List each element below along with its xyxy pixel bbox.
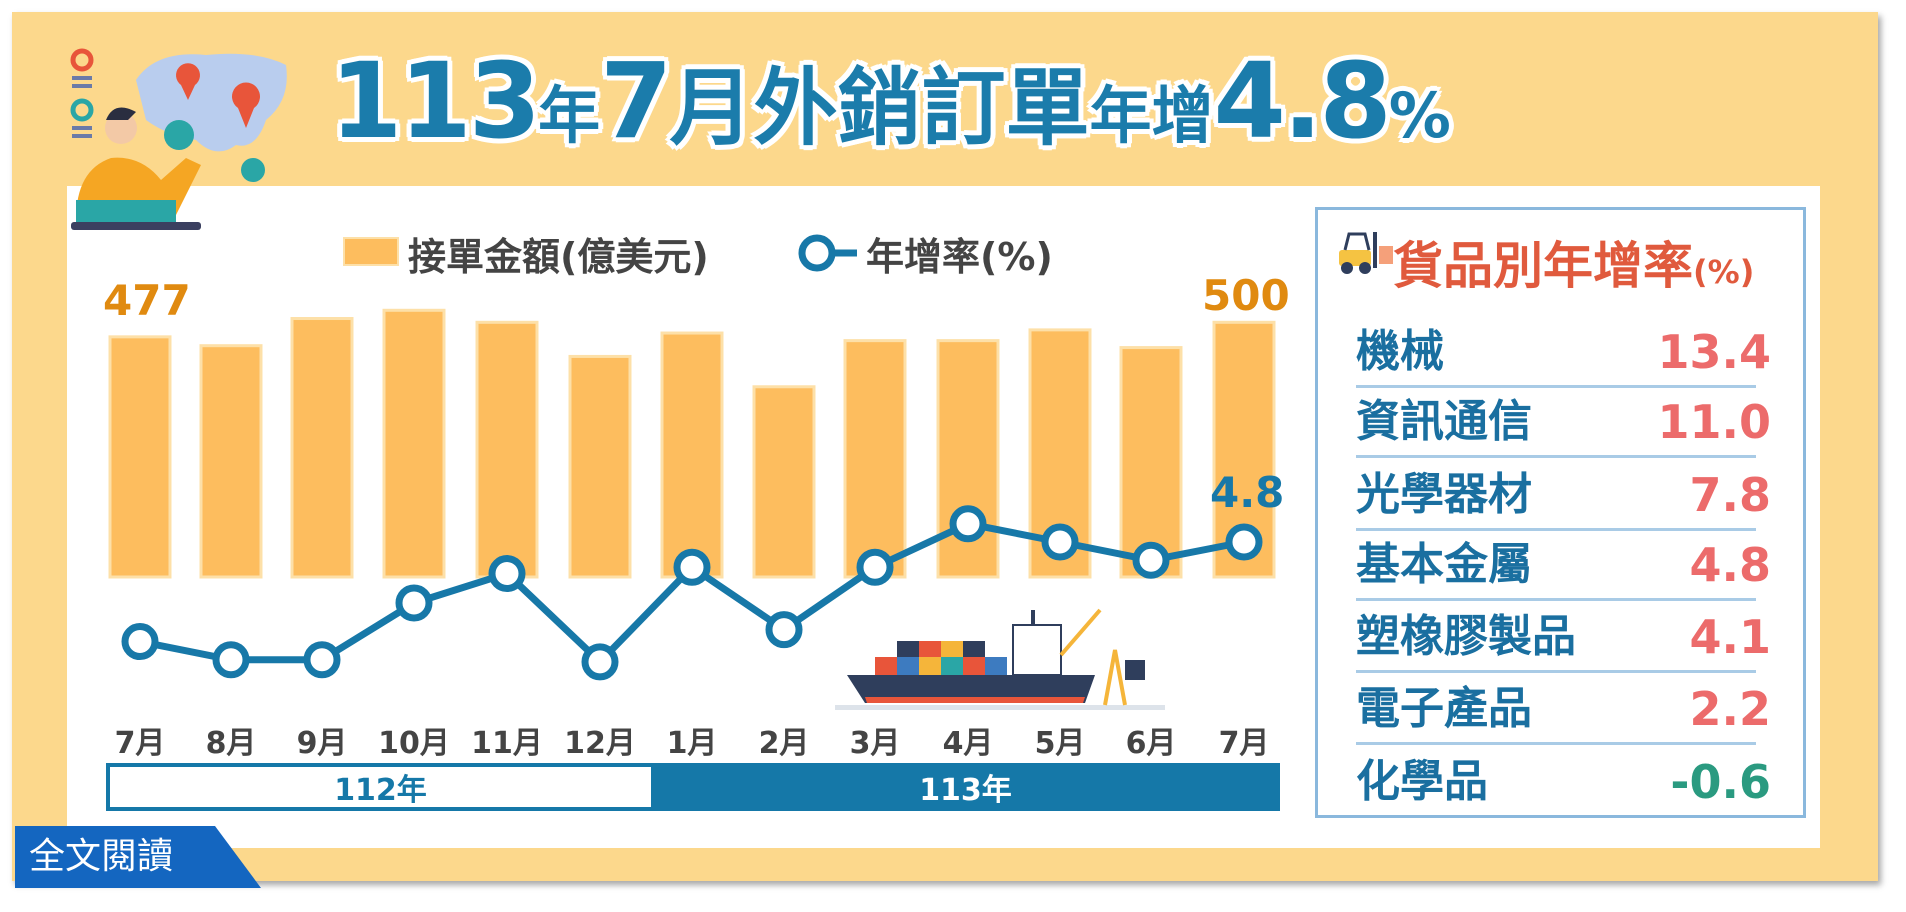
forklift-icon xyxy=(1339,232,1393,274)
month-label: 3月 xyxy=(849,726,901,761)
product-row-label: 機械 xyxy=(1356,326,1444,377)
legend-line-marker-icon xyxy=(798,234,857,272)
line-label-last: 4.8 xyxy=(1210,468,1285,517)
row-divider xyxy=(1356,598,1756,601)
month-label: 2月 xyxy=(758,726,810,761)
map-pin-icon xyxy=(232,82,260,128)
bar-11 xyxy=(1119,346,1183,579)
month-label: 7月 xyxy=(1218,726,1270,761)
product-row-label: 基本金屬 xyxy=(1356,539,1532,590)
bar-2 xyxy=(290,317,354,579)
bar-1 xyxy=(199,344,263,579)
title-growth-value: 4.8 xyxy=(1213,40,1392,162)
legend-bar-swatch xyxy=(343,237,399,266)
product-row-label: 光學器材 xyxy=(1356,469,1532,520)
growth-point-3 xyxy=(395,584,433,622)
growth-point-6 xyxy=(673,548,711,586)
title-growth-prefix: 年增 xyxy=(1089,79,1214,152)
growth-point-1 xyxy=(212,641,250,679)
month-label: 5月 xyxy=(1034,726,1086,761)
title-subject: 外銷訂單 xyxy=(753,59,1090,157)
map-pin-icon xyxy=(176,63,201,100)
bar-7 xyxy=(752,385,816,579)
growth-point-10 xyxy=(1041,523,1079,561)
bar-0 xyxy=(108,335,172,579)
legend-bar-label: 接單金額(億美元) xyxy=(408,235,709,279)
month-label: 6月 xyxy=(1125,726,1177,761)
title-year: 113 xyxy=(330,40,541,162)
row-divider xyxy=(1356,742,1756,745)
person-globe-illustration xyxy=(70,48,287,230)
row-divider xyxy=(1356,528,1756,531)
product-row-value: 13.4 xyxy=(1657,325,1772,379)
product-row-value: 2.2 xyxy=(1689,682,1772,736)
row-divider xyxy=(1356,670,1756,673)
title-month-unit: 月 xyxy=(669,59,754,157)
product-row-label: 電子產品 xyxy=(1356,683,1532,734)
product-row-label: 塑橡膠製品 xyxy=(1356,611,1576,662)
month-label: 4月 xyxy=(942,726,994,761)
product-panel-title-text: 貨品別年增率 xyxy=(1393,237,1693,295)
month-label: 1月 xyxy=(666,726,718,761)
product-row-value: 7.8 xyxy=(1689,468,1772,522)
product-growth-panel xyxy=(1315,207,1806,818)
product-row-value: 4.8 xyxy=(1689,538,1772,592)
page-title: 113年7月外銷訂單年增4.8% xyxy=(330,40,1451,170)
title-percent: % xyxy=(1388,79,1451,152)
year-group-113: 113年 xyxy=(651,763,1280,811)
growth-point-4 xyxy=(488,555,526,593)
bar-label-first: 477 xyxy=(103,276,191,325)
bar-5 xyxy=(568,354,632,579)
month-label: 12月 xyxy=(564,726,636,761)
legend-line-label: 年增率(%) xyxy=(866,235,1053,279)
title-year-unit: 年 xyxy=(538,79,601,152)
growth-point-2 xyxy=(303,641,341,679)
growth-point-7 xyxy=(765,611,803,649)
product-row-value: 4.1 xyxy=(1689,610,1772,664)
airplane-icon xyxy=(164,120,194,150)
month-label: 7月 xyxy=(114,726,166,761)
cargo-ship-illustration xyxy=(835,608,1165,710)
read-full-text-button[interactable]: 全文閱讀 xyxy=(15,826,261,888)
month-label: 11月 xyxy=(471,726,543,761)
bar-8 xyxy=(843,339,907,579)
bar-6 xyxy=(660,331,724,579)
growth-point-11 xyxy=(1132,541,1170,579)
growth-point-12 xyxy=(1225,523,1263,561)
growth-point-0 xyxy=(121,623,159,661)
month-label: 9月 xyxy=(296,726,348,761)
growth-point-5 xyxy=(581,643,619,681)
row-divider xyxy=(1356,385,1756,388)
product-row-value: -0.6 xyxy=(1670,755,1771,809)
month-label: 10月 xyxy=(378,726,450,761)
product-row-label: 資訊通信 xyxy=(1356,396,1532,447)
product-row-label: 化學品 xyxy=(1356,756,1488,807)
bar-label-last: 500 xyxy=(1202,271,1290,320)
product-panel-unit: (%) xyxy=(1693,253,1755,291)
growth-point-8 xyxy=(856,548,894,586)
bar-4 xyxy=(475,320,539,579)
growth-point-9 xyxy=(949,505,987,543)
truck-icon xyxy=(241,158,265,182)
product-row-value: 11.0 xyxy=(1657,395,1772,449)
month-label: 8月 xyxy=(205,726,257,761)
product-panel-title: 貨品別年增率(%) xyxy=(1393,226,1754,298)
title-month: 7 xyxy=(600,40,672,162)
bar-3 xyxy=(382,308,446,579)
row-divider xyxy=(1356,455,1756,458)
year-group-112: 112年 xyxy=(106,763,655,811)
